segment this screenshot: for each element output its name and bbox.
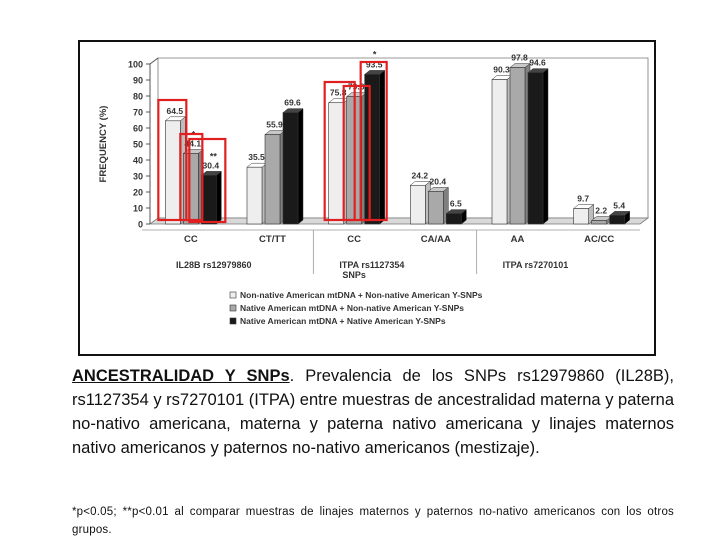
x-axis-title: SNPs bbox=[342, 270, 366, 280]
data-label: 44.1 bbox=[185, 138, 202, 148]
highlight-box bbox=[323, 80, 356, 222]
significance-marker: ** bbox=[210, 151, 218, 161]
y-tick-label: 50 bbox=[133, 140, 143, 150]
y-tick-label: 20 bbox=[133, 188, 143, 198]
legend-label: Native American mtDNA + Native American … bbox=[240, 316, 446, 326]
bar bbox=[573, 208, 589, 225]
data-label: 24.2 bbox=[412, 170, 429, 180]
legend-label: Non-native American mtDNA + Non-native A… bbox=[240, 290, 483, 300]
y-axis-top-edge bbox=[149, 57, 159, 65]
y-tick-label: 40 bbox=[133, 156, 143, 166]
highlight-box bbox=[342, 84, 371, 222]
bar-chart: 0 10 20 30 40 50 60 70 80 90 100 FREQUENCY (%) 64.5 4… bbox=[98, 49, 650, 326]
data-label: 64.5 bbox=[167, 106, 184, 116]
data-label: 90.3 bbox=[493, 65, 510, 75]
caption-body: . Prevalencia de los SNPs rs12979860 (IL… bbox=[72, 367, 674, 457]
data-label: 97.8 bbox=[511, 53, 528, 63]
bar bbox=[509, 67, 526, 225]
highlight-box bbox=[179, 132, 204, 222]
bar bbox=[201, 175, 217, 225]
y-tick-label: 90 bbox=[133, 76, 143, 86]
legend-swatch bbox=[229, 317, 237, 325]
chart-figure: 0 10 20 30 40 50 60 70 80 90 100 FREQUENCY (%) 64.5 4… bbox=[78, 40, 656, 356]
data-label: 69.6 bbox=[284, 98, 301, 108]
y-tick-label: 0 bbox=[138, 220, 143, 230]
bar bbox=[364, 74, 380, 225]
group-label: IL28B rs12979860 bbox=[176, 260, 252, 270]
figure-caption: ANCESTRALIDAD Y SNPs. Prevalencia de los… bbox=[72, 364, 674, 460]
bar bbox=[591, 220, 607, 225]
data-label: 75.8 bbox=[330, 88, 347, 98]
data-label: 94.6 bbox=[529, 58, 546, 68]
data-label: 9.7 bbox=[577, 193, 589, 203]
legend-label: Native American mtDNA + Non-native Ameri… bbox=[240, 303, 464, 313]
bar bbox=[527, 72, 544, 225]
y-tick-label: 10 bbox=[133, 204, 143, 214]
data-label: 30.4 bbox=[203, 160, 220, 170]
bar bbox=[609, 215, 625, 225]
bar bbox=[446, 213, 462, 225]
data-label: 20.4 bbox=[430, 176, 447, 186]
significance-footnote: *p<0.05; **p<0.01 al comparar muestras d… bbox=[72, 506, 674, 536]
category-label: CA/AA bbox=[421, 234, 451, 245]
legend-swatch bbox=[229, 291, 237, 299]
bar-side bbox=[542, 68, 549, 225]
y-tick-label: 60 bbox=[133, 124, 143, 134]
y-tick-label: 80 bbox=[133, 92, 143, 102]
bar bbox=[246, 166, 263, 225]
bar-side bbox=[216, 170, 222, 225]
data-label: 35.5 bbox=[248, 152, 265, 162]
y-tick-label: 100 bbox=[128, 60, 143, 70]
highlight-box bbox=[359, 60, 388, 222]
y-axis-title: FREQUENCY (%) bbox=[98, 106, 109, 183]
bar-side bbox=[297, 108, 304, 225]
chart-back-wall bbox=[157, 57, 649, 219]
data-label: 55.9 bbox=[266, 120, 283, 130]
data-label: 93.5 bbox=[366, 59, 383, 69]
bar bbox=[165, 120, 181, 225]
bar bbox=[264, 134, 281, 225]
group-label: ITPA rs7270101 bbox=[503, 260, 569, 270]
bar bbox=[491, 79, 508, 225]
caption-heading: ANCESTRALIDAD Y SNPs bbox=[72, 367, 290, 385]
bar-side bbox=[379, 69, 385, 225]
highlight-box bbox=[157, 98, 188, 222]
bar bbox=[428, 191, 444, 225]
y-tick-label: 70 bbox=[133, 108, 143, 118]
category-label: CC bbox=[347, 234, 361, 245]
bar bbox=[328, 102, 344, 225]
highlight-box bbox=[188, 137, 227, 224]
group-label: ITPA rs1127354 bbox=[339, 260, 404, 270]
bar bbox=[410, 184, 426, 225]
data-label: 5.4 bbox=[613, 200, 625, 210]
legend-swatch bbox=[229, 304, 237, 312]
category-label: AA bbox=[511, 234, 525, 245]
data-label: 6.5 bbox=[450, 199, 462, 209]
y-tick-label: 30 bbox=[133, 172, 143, 182]
significance-marker: * bbox=[373, 49, 377, 59]
data-label: 2.2 bbox=[595, 205, 607, 215]
category-label: CC bbox=[184, 234, 198, 245]
category-label: CT/TT bbox=[259, 234, 286, 245]
bar bbox=[282, 112, 299, 225]
category-label: AC/CC bbox=[584, 234, 614, 245]
